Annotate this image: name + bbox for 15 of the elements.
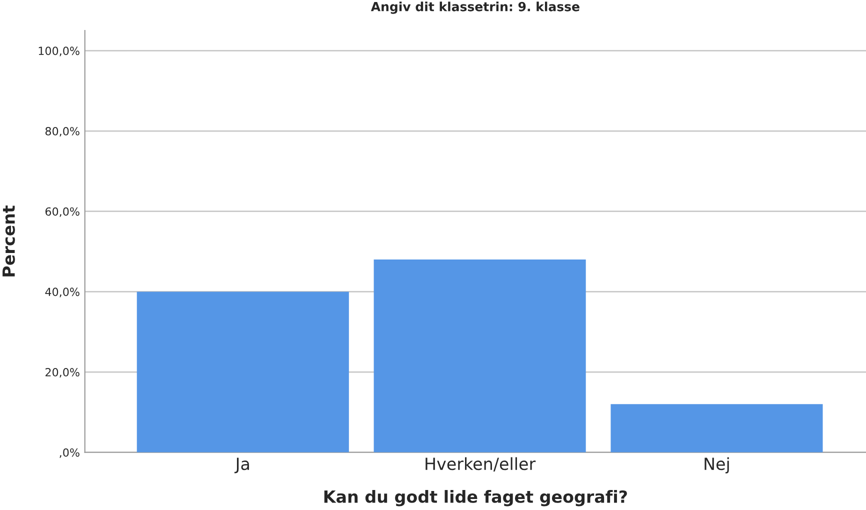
bar bbox=[610, 404, 823, 452]
bar bbox=[374, 260, 586, 452]
x-tick-label: Ja bbox=[234, 458, 249, 474]
x-tick-label: Nej bbox=[704, 457, 729, 474]
chart-title: Angiv dit klassetrin: 9. klasse bbox=[370, 2, 580, 14]
y-tick-label: 100,0% bbox=[38, 46, 80, 56]
x-axis-title: Kan du godt lide faget geografi? bbox=[324, 490, 627, 506]
y-axis-title: Percent bbox=[2, 205, 15, 276]
y-tick-label: 60,0% bbox=[45, 207, 80, 217]
y-tick-label: 80,0% bbox=[45, 126, 80, 137]
y-tick-label: ,0% bbox=[60, 448, 80, 458]
x-tick-label: Hverken/eller bbox=[426, 457, 536, 472]
y-tick-label: 40,0% bbox=[45, 288, 80, 298]
y-tick-label: 20,0% bbox=[46, 368, 80, 378]
bar bbox=[136, 292, 349, 452]
